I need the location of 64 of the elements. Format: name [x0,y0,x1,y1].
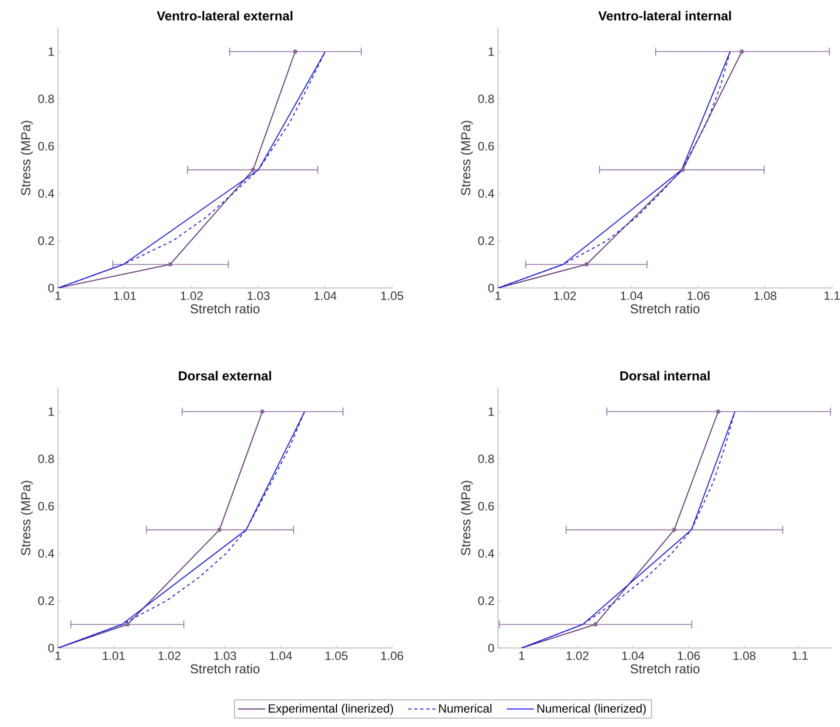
chart-title: Ventro-lateral external [156,10,292,20]
y-tick-label: 0 [488,644,494,652]
y-tick-label: 1 [48,48,54,56]
chart-title: Ventro-lateral internal [598,10,731,20]
x-tick-label: 1.03 [248,292,270,300]
y-tick-label: 0.4 [38,549,54,558]
y-tick-label: 0.2 [38,596,54,605]
y-tick-label: 0.2 [478,596,494,605]
y-tick-label: 1 [488,48,494,56]
y-tick-label: 1 [488,408,494,416]
x-axis-title: Stretch ratio [190,304,260,314]
x-tick-label: 1.05 [326,652,348,660]
x-tick-label: 1.02 [180,292,203,300]
x-tick-label: 1.08 [754,292,776,300]
x-tick-label: 1.08 [734,652,756,660]
x-tick-label: 1.06 [688,292,710,300]
legend-label: Numerical (linerized) [537,704,646,716]
x-tick-label: 1.02 [566,652,588,660]
y-tick-label: 0.6 [478,142,494,150]
x-tick-label: 1.04 [270,652,292,660]
legend-label: Numerical [439,704,492,713]
x-tick-label: 1.1 [824,292,840,300]
x-tick-label: 1.02 [158,652,180,660]
x-tick-label: 1 [519,652,524,660]
x-tick-label: 1.04 [622,652,644,660]
y-axis-title: Stress (MPa) [20,480,33,556]
legend-label: Experimental (linerized) [268,704,394,716]
y-tick-label: 0.4 [478,189,494,198]
x-axis-title: Stretch ratio [630,664,700,674]
x-tick-label: 1.1 [792,652,808,660]
x-tick-label: 1.01 [102,652,125,660]
x-tick-label: 1.03 [214,652,236,660]
x-tick-label: 1 [496,292,501,300]
y-tick-label: 0.4 [478,549,494,558]
y-tick-label: 0.8 [478,454,494,464]
y-axis-title: Stress (MPa) [20,120,33,196]
chart-title: Dorsal internal [620,370,710,380]
chart-title: Dorsal external [178,370,272,380]
y-tick-label: 0 [488,284,494,292]
y-tick-label: 0 [48,284,54,292]
x-tick-label: 1.06 [678,652,700,660]
y-tick-label: 0.8 [38,94,54,104]
y-tick-label: 0.4 [38,189,54,198]
y-axis-title: Stress (MPa) [460,120,473,196]
y-tick-label: 0.8 [38,454,54,464]
x-tick-label: 1.01 [114,292,136,300]
x-tick-label: 1.04 [620,292,643,300]
y-tick-label: 1 [48,408,54,416]
y-tick-label: 0.6 [38,142,54,150]
x-tick-label: 1.05 [381,292,404,300]
x-tick-label: 1 [56,652,61,660]
x-tick-label: 1 [56,292,61,300]
x-axis-title: Stretch ratio [630,304,700,314]
y-tick-label: 0.2 [478,236,494,245]
y-tick-label: 0 [48,644,54,652]
x-tick-label: 1.04 [314,292,337,300]
x-tick-label: 1.06 [381,652,404,660]
y-axis-title: Stress (MPa) [460,480,473,556]
x-axis-title: Stretch ratio [190,664,260,674]
y-tick-label: 0.6 [478,502,494,510]
x-tick-label: 1.02 [554,292,576,300]
y-tick-label: 0.2 [38,236,54,245]
y-tick-label: 0.8 [478,94,494,104]
y-tick-label: 0.6 [38,502,54,510]
